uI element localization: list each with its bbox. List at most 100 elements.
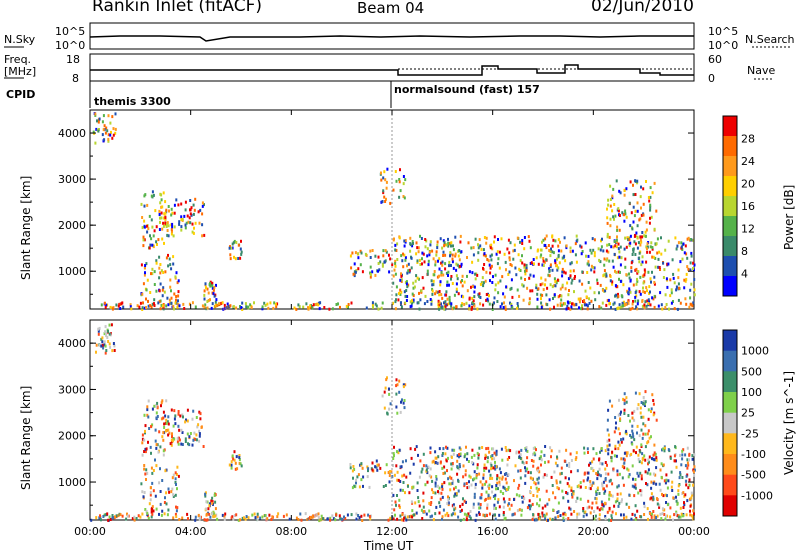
echo-cell <box>565 307 568 311</box>
echo-cell <box>443 481 446 485</box>
echo-cell <box>165 208 168 212</box>
echo-cell <box>650 407 653 411</box>
echo-cell <box>389 201 392 205</box>
echo-cell <box>389 402 392 406</box>
echo-cell <box>486 514 488 517</box>
echo-cell <box>553 293 556 297</box>
echo-cell <box>159 490 162 493</box>
colorbar-tick-label: 28 <box>741 133 755 146</box>
echo-cell <box>671 480 674 484</box>
echo-cell <box>605 274 608 278</box>
echo-cell <box>466 289 469 293</box>
echo-cell <box>392 188 395 192</box>
echo-cell <box>656 237 659 241</box>
echo-cell <box>171 487 174 491</box>
echo-cell <box>621 211 624 215</box>
echo-cell <box>297 303 300 307</box>
echo-cell <box>238 458 241 462</box>
echo-cell <box>686 446 689 450</box>
echo-cell <box>631 484 634 488</box>
echo-cell <box>505 285 508 289</box>
echo-cell <box>360 251 363 255</box>
echo-cell <box>406 515 409 519</box>
echo-cell <box>400 279 403 283</box>
echo-cell <box>571 495 574 499</box>
echo-cell <box>216 517 219 521</box>
echo-cell <box>521 500 524 504</box>
echo-cell <box>384 484 387 487</box>
echo-cell <box>620 513 622 517</box>
echo-cell <box>368 515 371 518</box>
echo-cell <box>384 178 387 182</box>
echo-cell <box>557 238 560 242</box>
echo-cell <box>154 458 156 462</box>
echo-cell <box>459 518 462 522</box>
echo-cell <box>411 485 414 489</box>
echo-cell <box>690 282 693 286</box>
echo-cell <box>420 290 423 294</box>
echo-cell <box>628 238 631 242</box>
echo-cell <box>562 302 565 306</box>
echo-cell <box>191 222 194 226</box>
echo-cell <box>395 464 398 468</box>
echo-cell <box>452 266 455 270</box>
echo-cell <box>401 398 403 402</box>
echo-cell <box>422 452 425 456</box>
echo-cell <box>484 453 487 457</box>
echo-cell <box>631 306 634 310</box>
echo-cell <box>653 181 656 185</box>
echo-cell <box>167 433 170 437</box>
echo-cell <box>106 336 109 339</box>
echo-cell <box>636 307 639 311</box>
echo-cell <box>470 483 473 487</box>
echo-cell <box>533 481 536 485</box>
echo-cell <box>394 170 397 173</box>
echo-cell <box>528 504 531 508</box>
echo-cell <box>617 292 619 296</box>
echo-cell <box>684 453 687 457</box>
echo-cell <box>143 467 146 471</box>
echo-cell <box>478 238 481 242</box>
echo-cell <box>153 404 156 408</box>
echo-cell <box>434 263 437 267</box>
echo-cell <box>106 512 109 516</box>
echo-cell <box>454 235 457 239</box>
echo-cell <box>598 258 601 262</box>
echo-cell <box>251 513 254 517</box>
echo-cell <box>494 460 496 464</box>
echo-cell <box>545 246 548 250</box>
echo-cell <box>362 475 365 479</box>
echo-cell <box>683 251 686 255</box>
echo-cell <box>466 256 468 259</box>
echo-cell <box>184 440 187 443</box>
echo-cell <box>617 413 620 417</box>
echo-cell <box>596 486 599 490</box>
echo-cell <box>659 291 662 295</box>
echo-cell <box>388 270 391 274</box>
colorbar-tick-label: -1000 <box>741 489 773 502</box>
echo-cell <box>162 453 165 457</box>
echo-cell <box>158 300 161 304</box>
echo-cell <box>445 303 448 307</box>
echo-cell <box>672 518 674 522</box>
echo-cell <box>468 514 471 518</box>
echo-cell <box>540 463 542 467</box>
echo-cell <box>396 258 399 261</box>
echo-cell <box>636 509 639 513</box>
echo-cell <box>531 289 534 293</box>
echo-cell <box>438 511 441 515</box>
echo-cell <box>689 288 692 292</box>
echo-cell <box>176 437 179 441</box>
echo-cell <box>617 294 620 298</box>
echo-cell <box>539 498 541 502</box>
echo-cell <box>504 446 507 449</box>
echo-cell <box>474 237 477 241</box>
echo-cell <box>445 290 448 294</box>
echo-cell <box>513 512 516 516</box>
echo-cell <box>494 517 497 521</box>
echo-cell <box>621 301 624 305</box>
nsearch-tick-bottom: 10^0 <box>708 39 739 52</box>
echo-cell <box>141 437 144 441</box>
echo-cell <box>426 254 429 258</box>
echo-cell <box>544 244 547 247</box>
